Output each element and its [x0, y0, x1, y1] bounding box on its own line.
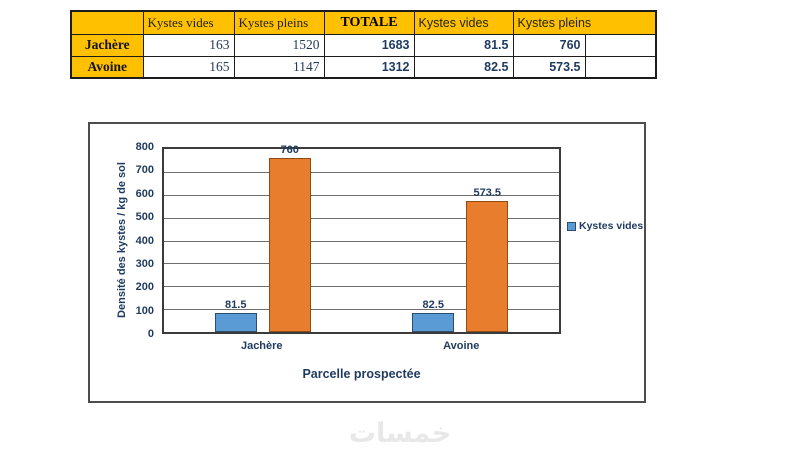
header-densite-vides: Kystes vides [413, 10, 514, 35]
bar-column: 760 [268, 144, 311, 332]
legend-label: Kystes vides [579, 220, 644, 232]
data-label: 81.5 [225, 299, 247, 312]
cell-value: 1683 [323, 33, 415, 57]
data-label: 82.5 [422, 299, 444, 312]
bar-kystes-pleins-jachere [268, 158, 311, 332]
header-kystes-pleins: Kystes pleins [233, 10, 325, 35]
cell-empty [584, 33, 657, 57]
bar-chart: Densité des kystes / kg de sol 800 700 600… [88, 122, 646, 403]
y-tick-label: 0 [147, 328, 154, 340]
table-row-jachere: Jachère 163 1520 1683 81.5 760 [70, 33, 657, 57]
cell-value: 163 [142, 33, 235, 57]
header-kystes-vides: Kystes vides [142, 10, 235, 35]
x-axis-category-labels: Jachère Avoine [162, 340, 561, 354]
header-totale: TOTALE [323, 10, 415, 35]
row-label: Avoine [70, 55, 144, 79]
data-label: 760 [280, 144, 299, 157]
cell-value: 1147 [233, 55, 325, 79]
khamsat-watermark: خمسات [348, 418, 452, 449]
gridline [164, 217, 559, 219]
cell-value: 1312 [323, 55, 415, 79]
cell-value: 760 [512, 33, 586, 57]
bar-group-avoine: 82.5 573.5 [362, 149, 560, 332]
y-tick-label: 600 [135, 187, 154, 200]
gridline [164, 171, 559, 173]
y-tick-label: 800 [135, 141, 154, 153]
gridline [164, 240, 559, 242]
plot-area: 81.5 760 82.5 573.5 [162, 144, 561, 334]
x-axis-title: Parcelle prospectée [302, 367, 421, 381]
cell-value: 82.5 [413, 55, 514, 79]
cell-value: 573.5 [512, 55, 586, 79]
bar-kystes-vides-jachere [214, 313, 257, 332]
category-label-avoine: Avoine [443, 340, 480, 352]
gridline [164, 286, 559, 288]
cell-value: 165 [142, 55, 235, 79]
cell-value: 1520 [233, 33, 325, 57]
table-row-avoine: Avoine 165 1147 1312 82.5 573.5 [70, 55, 657, 79]
row-label: Jachère [70, 33, 144, 57]
y-tick-label: 500 [135, 211, 154, 224]
gridline [164, 309, 559, 311]
y-tick-label: 400 [135, 234, 154, 247]
bar-column: 573.5 [466, 149, 509, 332]
bar-column: 82.5 [412, 149, 455, 332]
bar-kystes-pleins-avoine [466, 200, 509, 332]
y-tick-label: 100 [135, 304, 154, 317]
data-label: 573.5 [473, 186, 502, 199]
y-tick-label: 300 [135, 257, 154, 270]
gridline [164, 263, 559, 265]
chart-legend: Kystes vides [567, 220, 643, 232]
table-header-row: Kystes vides Kystes pleins TOTALE Kystes… [70, 10, 657, 35]
cell-value: 81.5 [413, 33, 514, 57]
bar-group-jachere: 81.5 760 [164, 144, 362, 332]
bar-column: 81.5 [214, 149, 257, 332]
cell-empty [584, 55, 657, 79]
legend-swatch-kystes-vides [567, 221, 576, 231]
y-axis-ticks: 800 700 600 500 400 300 200 100 0 [90, 141, 154, 340]
gridline [164, 194, 559, 196]
data-table: Kystes vides Kystes pleins TOTALE Kystes… [70, 10, 657, 79]
y-tick-label: 200 [135, 281, 154, 294]
corner-cell [70, 10, 144, 35]
bar-kystes-vides-avoine [412, 313, 455, 332]
y-tick-label: 700 [135, 164, 154, 177]
header-densite-pleins: Kystes pleins [512, 10, 657, 35]
category-label-jachere: Jachère [240, 340, 283, 352]
